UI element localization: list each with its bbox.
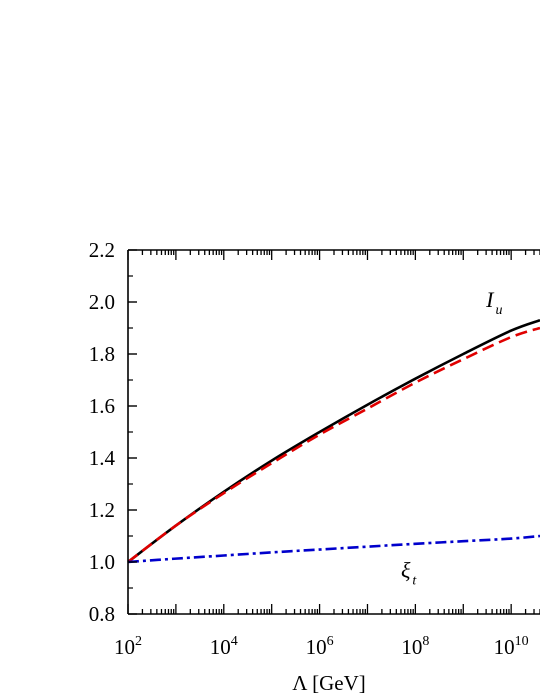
plot-area: 0.8 1.0 1.2 1.4 1.6 1.8 2.0 2.2 102 104 106 108 101…	[89, 238, 540, 659]
series-line-solid	[127, 318, 540, 564]
x-axis-title: Λ [GeV]	[292, 671, 366, 695]
x-tick-label: 108	[401, 634, 429, 659]
y-ticks: 0.8 1.0 1.2 1.4 1.6 1.8 2.0 2.2	[89, 238, 137, 626]
curves-layer	[127, 318, 540, 564]
x-tick-label: 1010	[494, 634, 529, 659]
x-tick-label: 102	[114, 634, 142, 659]
x-tick-label: 104	[210, 634, 238, 659]
y-tick-label: 0.8	[89, 602, 115, 626]
y-tick-label: 2.2	[89, 238, 115, 262]
y-tick-label: 2.0	[89, 290, 115, 314]
x-tick-label: 106	[306, 634, 334, 659]
y-tick-label: 1.8	[89, 342, 115, 366]
y-tick-label: 1.0	[89, 550, 115, 574]
y-tick-label: 1.6	[89, 394, 115, 418]
x-ticks: 102 104 106 108 1010	[114, 250, 540, 659]
series-line-dashed	[127, 326, 540, 564]
y-tick-label: 1.4	[89, 446, 116, 470]
axes-frame	[127, 249, 540, 615]
y-tick-label: 1.2	[89, 498, 115, 522]
series-line-dashdot	[127, 534, 540, 564]
